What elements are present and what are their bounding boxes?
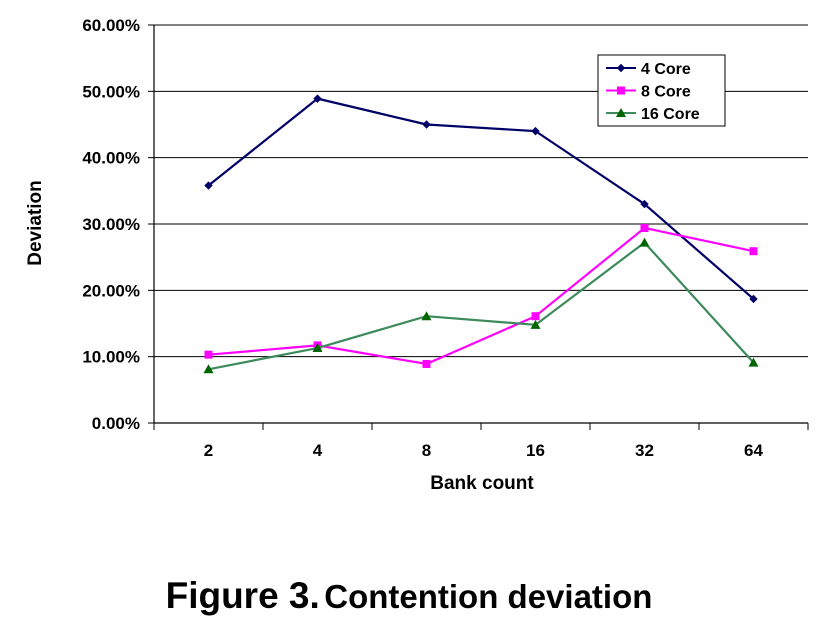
x-tick-label: 64 — [744, 441, 763, 460]
y-tick-label: 50.00% — [82, 82, 140, 101]
data-point-8-core — [640, 223, 649, 232]
legend-marker-8-core — [617, 86, 625, 95]
gridlines — [154, 24, 808, 358]
figure-caption-text: Contention deviation — [324, 578, 653, 615]
figure-caption: Figure 3. Contention deviation — [0, 575, 818, 617]
x-tick-label: 8 — [422, 441, 431, 460]
y-axis-title: Deviation — [25, 180, 46, 266]
series-line-16-core — [208, 241, 755, 371]
y-tick-label: 0.00% — [92, 414, 140, 433]
y-tick-label: 10.00% — [82, 348, 140, 367]
data-point-16-core — [312, 343, 323, 353]
x-axis-title: Bank count — [430, 473, 534, 494]
x-tick-label: 16 — [526, 441, 545, 460]
data-point-8-core — [531, 312, 540, 321]
y-tick-label: 40.00% — [82, 149, 140, 168]
y-tick-label: 60.00% — [82, 16, 140, 35]
y-axis-ticks: 0.00% 10.00% 20.00% 30.00% 40.00% 50.00% 60.00… — [82, 16, 154, 433]
data-point-4-core — [640, 199, 649, 209]
line-chart: 0.00% 10.00% 20.00% 30.00% 40.00% 50.00% 60.00… — [25, 16, 809, 494]
data-point-4-core — [531, 126, 540, 136]
figure-number: Figure 3. — [165, 575, 320, 616]
data-point-8-core — [422, 359, 431, 368]
x-tick-label: 2 — [204, 441, 213, 460]
series-lines — [203, 94, 759, 374]
x-axis-ticks: 2 4 8 16 32 64 — [153, 423, 809, 460]
data-point-4-core — [313, 94, 322, 103]
data-point-8-core — [749, 247, 758, 256]
data-point-8-core — [204, 350, 213, 359]
data-point-16-core — [748, 357, 759, 367]
data-point-16-core — [530, 319, 541, 329]
data-point-16-core — [421, 311, 432, 321]
data-point-4-core — [422, 120, 431, 129]
data-point-4-core — [749, 294, 758, 304]
y-tick-label: 30.00% — [82, 215, 140, 234]
series-line-4-core — [207, 97, 755, 300]
legend-label-16-core: 16 Core — [641, 106, 700, 123]
legend-label-8-core: 8 Core — [641, 84, 691, 101]
data-point-4-core — [204, 181, 213, 190]
x-tick-label: 32 — [635, 441, 654, 460]
data-point-16-core — [203, 364, 214, 374]
legend-label-4-core: 4 Core — [641, 61, 691, 78]
series-line-8-core — [208, 226, 754, 366]
y-tick-label: 20.00% — [82, 281, 140, 300]
data-point-16-core — [639, 237, 650, 247]
legend-marker-16-core — [616, 108, 626, 117]
legend-marker-4-core — [616, 63, 626, 73]
x-tick-label: 4 — [313, 441, 323, 460]
legend: 4 Core 8 Core 16 Core — [597, 54, 726, 127]
